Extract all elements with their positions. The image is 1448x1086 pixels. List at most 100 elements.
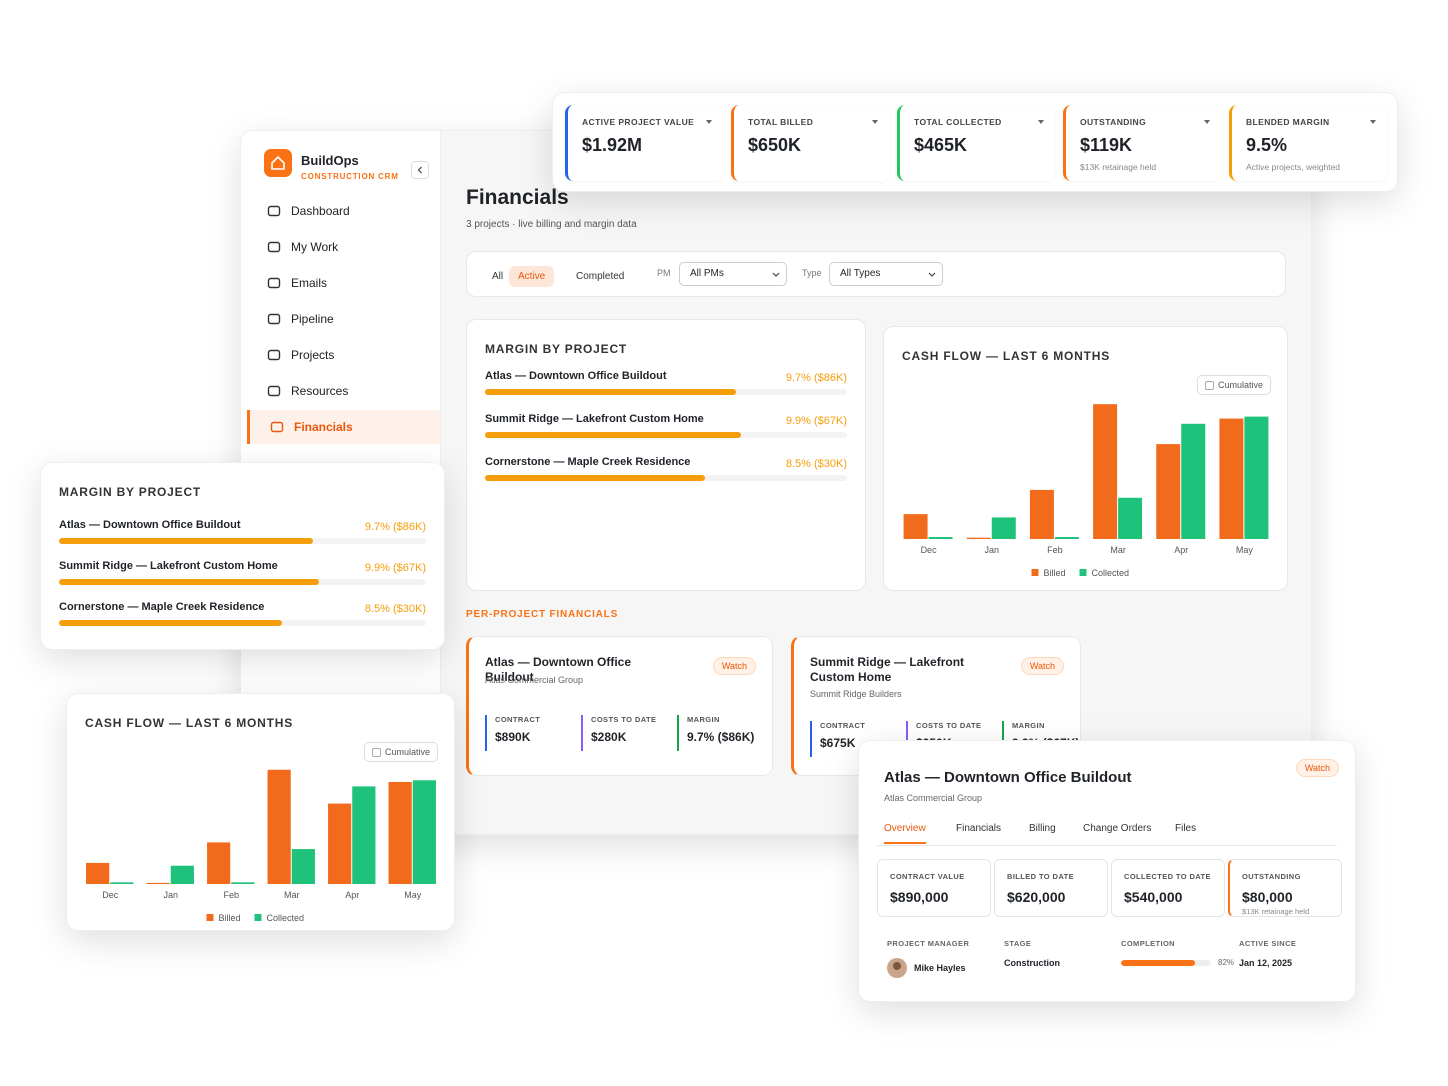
bar xyxy=(1093,404,1118,539)
manager-name: Mike Hayles xyxy=(914,963,966,973)
filter-tab[interactable]: All xyxy=(492,271,504,282)
nav-label: Projects xyxy=(291,348,335,362)
detail-tab[interactable]: Overview xyxy=(884,823,926,844)
stat-sub: $13K retainage held xyxy=(1242,907,1310,916)
detail-tab[interactable]: Change Orders xyxy=(1083,823,1152,834)
stage-value: Construction xyxy=(1004,958,1060,968)
filter-tab[interactable]: Completed xyxy=(576,271,625,282)
nav-item[interactable]: Projects xyxy=(247,338,440,372)
progress-label: 82% xyxy=(1218,958,1235,967)
nav-label: Emails xyxy=(291,276,328,290)
checkbox xyxy=(1204,380,1214,390)
bar-track xyxy=(59,579,426,585)
icon xyxy=(267,241,281,253)
nav-item[interactable]: Financials xyxy=(247,410,440,444)
logo-icon xyxy=(271,155,285,170)
x-tick-label: Apr xyxy=(345,890,359,900)
cashflow-chart: Dec Jan Feb Mar Apr May Billed Collected xyxy=(86,769,436,923)
nav-item[interactable]: My Work xyxy=(247,230,440,264)
nav-label: Pipeline xyxy=(291,312,334,326)
cumulative-toggle[interactable]: Cumulative xyxy=(1196,375,1271,395)
bar xyxy=(991,517,1016,539)
icon xyxy=(267,313,281,325)
page-subtitle: 3 projects · live billing and margin dat… xyxy=(466,219,637,230)
bar xyxy=(485,475,705,481)
dropdown-arrow[interactable] xyxy=(1203,118,1211,126)
info-manager: PROJECT MANAGER Mike Hayles xyxy=(887,939,969,978)
card-title: Summit Ridge — Lakefront Custom Home xyxy=(810,655,965,684)
dropdown-arrow[interactable] xyxy=(705,118,713,126)
nav-item[interactable]: Emails xyxy=(247,266,440,300)
bar-track xyxy=(59,620,426,626)
kpi-card: TOTAL COLLECTED $465K xyxy=(897,105,1055,181)
project-name: Summit Ridge — Lakefront Custom Home xyxy=(485,413,704,425)
legend-swatch xyxy=(254,914,262,921)
stat-box: OUTSTANDING $80,000 $13K retainage held xyxy=(1228,859,1342,917)
info-completion: COMPLETION 82% xyxy=(1121,939,1234,967)
stat-label: CONTRACT VALUE xyxy=(890,872,965,881)
bar xyxy=(903,514,928,539)
kpi-label: TOTAL BILLED xyxy=(748,117,814,127)
detail-tab[interactable]: Files xyxy=(1175,823,1197,834)
info-since: ACTIVE SINCE Jan 12, 2025 xyxy=(1239,939,1296,968)
x-tick-label: Apr xyxy=(1174,545,1188,555)
select[interactable]: All Types xyxy=(829,262,943,286)
dropdown-arrow[interactable] xyxy=(871,118,879,126)
cashflow-chart: Dec Jan Feb Mar Apr May Billed Collected xyxy=(903,404,1269,578)
detail-tab[interactable]: Financials xyxy=(956,823,1002,834)
brand: BuildOps xyxy=(301,153,359,168)
bar xyxy=(110,882,134,884)
dropdown-arrow[interactable] xyxy=(1037,118,1045,126)
dropdown-arrow[interactable] xyxy=(1369,118,1377,126)
progress-track xyxy=(1121,959,1211,966)
collapse-button[interactable] xyxy=(411,161,429,179)
cumulative-toggle[interactable]: Cumulative xyxy=(363,742,438,762)
kpi-value: 9.5% xyxy=(1246,135,1288,155)
bar xyxy=(485,432,741,438)
nav-item[interactable]: Pipeline xyxy=(247,302,440,336)
icon-shape xyxy=(267,241,281,253)
bar xyxy=(352,786,376,884)
project-detail: Atlas — Downtown Office Buildout Atlas Co… xyxy=(858,740,1356,1002)
status-badge: Watch xyxy=(1020,657,1064,675)
nav-item[interactable]: Dashboard xyxy=(247,194,440,228)
panel-title: CASH FLOW — LAST 6 MONTHS xyxy=(902,349,1110,363)
project-name: Summit Ridge — Lakefront Custom Home xyxy=(59,560,278,572)
kpi-label: ACTIVE PROJECT VALUE xyxy=(582,117,695,127)
kpi-value: $119K xyxy=(1080,135,1133,155)
legend-swatch xyxy=(1079,569,1087,576)
project-card[interactable]: Atlas — Downtown Office Buildout Atlas Co… xyxy=(466,636,773,776)
x-tick-label: May xyxy=(404,890,422,900)
detail-tab[interactable]: Billing xyxy=(1029,823,1056,834)
card-client: Summit Ridge Builders xyxy=(810,689,902,699)
bar xyxy=(388,781,412,884)
margin-label: 9.9% ($67K) xyxy=(364,562,426,574)
chevron-path xyxy=(928,272,936,277)
stat-box: BILLED TO DATE $620,000 xyxy=(994,859,1108,917)
x-tick-label: Jan xyxy=(984,545,999,555)
margin-label: 8.5% ($30K) xyxy=(364,603,426,615)
bar xyxy=(1029,489,1054,539)
tagline: CONSTRUCTION CRM xyxy=(301,172,399,181)
stat-box: CONTRACT VALUE $890,000 xyxy=(877,859,991,917)
bar xyxy=(267,769,291,884)
card-metric: CONTRACT $890K xyxy=(485,715,540,751)
bar xyxy=(291,849,315,884)
filter-tab[interactable]: Active xyxy=(509,266,555,287)
info-value: Construction xyxy=(1004,958,1060,968)
nav-item[interactable]: Resources xyxy=(247,374,440,408)
icon-shape xyxy=(270,421,284,433)
metric-label: CONTRACT xyxy=(820,721,866,730)
margin-row: Summit Ridge — Lakefront Custom Home 9.9%… xyxy=(59,560,426,601)
metric-value: $280K xyxy=(591,730,627,744)
detail-client: Atlas Commercial Group xyxy=(884,793,983,803)
x-tick-label: May xyxy=(1236,545,1254,555)
bar xyxy=(328,803,352,884)
stat-box: COLLECTED TO DATE $540,000 xyxy=(1111,859,1225,917)
info-value: 82% xyxy=(1121,958,1234,967)
panel-title: MARGIN BY PROJECT xyxy=(485,342,628,356)
icon xyxy=(270,421,284,433)
avatar-head xyxy=(893,962,901,970)
metric-label: MARGIN xyxy=(687,715,720,724)
select[interactable]: All PMs xyxy=(679,262,787,286)
